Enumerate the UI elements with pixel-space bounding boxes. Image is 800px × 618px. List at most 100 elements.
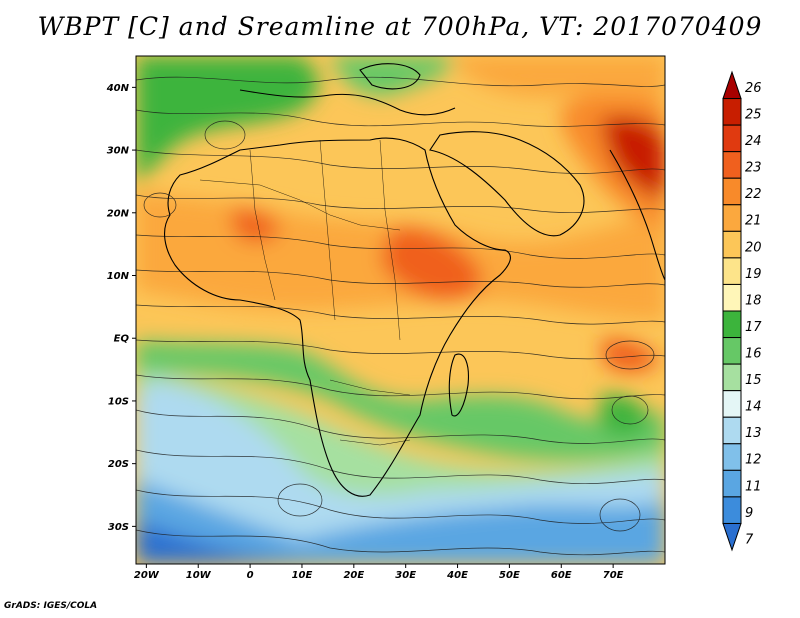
lat-tick-label: 10S xyxy=(108,396,129,407)
streamline-vortex xyxy=(204,120,246,150)
colorbar-swatch xyxy=(722,496,742,524)
coastline-black-sea xyxy=(359,63,421,90)
coastlines xyxy=(164,63,665,497)
lon-tick-label: 70E xyxy=(603,570,624,581)
field-far-south xyxy=(136,480,665,564)
streamline xyxy=(136,529,665,556)
colorbar-label: 12 xyxy=(745,453,762,468)
coastline-africa xyxy=(164,137,511,497)
streamline-vortex xyxy=(611,395,649,425)
colorbar-swatch xyxy=(722,416,742,445)
lat-tick-label: EQ xyxy=(114,334,130,345)
field-indian-ocean-warm xyxy=(600,338,660,372)
colorbar-swatch xyxy=(722,443,742,471)
lon-tick-label: 60E xyxy=(551,570,572,581)
streamline xyxy=(136,304,665,325)
map-plot-area xyxy=(136,56,665,564)
colorbar-label: 9 xyxy=(745,506,753,521)
longitude-axis: 20W 10W 0 10E 20E 30E 40E 50E 60E 70E xyxy=(134,564,624,581)
lat-tick-label: 20N xyxy=(107,208,130,219)
streamlines xyxy=(136,76,665,556)
colorbar-arrow-bottom xyxy=(722,522,742,552)
coastline-mediterranean xyxy=(239,89,456,116)
colorbar-label: 14 xyxy=(745,400,762,415)
streamline xyxy=(136,194,665,214)
lon-tick-label: 50E xyxy=(499,570,520,581)
coastline-india xyxy=(609,149,665,281)
colorbar-label: 17 xyxy=(745,320,762,335)
colorbar-swatch xyxy=(722,390,742,418)
border xyxy=(329,379,411,396)
colorbar-label: 23 xyxy=(745,161,762,176)
colorbar-label: 24 xyxy=(745,134,762,149)
field-equatorial-green xyxy=(136,340,665,461)
colorbar-label: 20 xyxy=(745,240,762,255)
border xyxy=(249,149,276,301)
colorbar-label: 26 xyxy=(745,81,762,96)
streamline xyxy=(136,449,665,485)
lon-tick-label: 30E xyxy=(395,570,416,581)
colorbar-label: 15 xyxy=(745,373,762,388)
lon-tick-label: 20W xyxy=(134,570,160,581)
lat-tick-label: 30N xyxy=(107,146,130,157)
latitude-axis: 40N 30N 20N 10N EQ 10S 20S 30S xyxy=(106,83,136,533)
lon-tick-label: 10W xyxy=(186,570,212,581)
lat-tick-label: 40N xyxy=(106,83,130,94)
field-cyclone-green xyxy=(600,393,650,436)
border xyxy=(379,139,401,341)
colorbar-label: 25 xyxy=(745,107,762,122)
colorbar-label: 22 xyxy=(745,187,762,202)
lat-tick-label: 10N xyxy=(107,271,130,282)
colorbar-label: 19 xyxy=(745,267,762,282)
colorbar-label: 13 xyxy=(745,426,762,441)
border xyxy=(319,139,336,321)
colorbar: 26 25 24 23 22 21 20 19 18 17 16 15 14 13 12 11 9 7 xyxy=(722,70,762,552)
colorbar-swatch xyxy=(722,363,742,392)
streamline xyxy=(136,149,665,174)
streamline xyxy=(136,374,665,400)
field-middle-east xyxy=(450,56,665,100)
colorbar-label: 21 xyxy=(745,214,762,229)
streamline-vortex xyxy=(605,340,655,370)
colorbar-swatch xyxy=(722,151,742,179)
field-black-sea xyxy=(330,56,460,96)
colorbar-swatch xyxy=(722,98,742,126)
colorbar-swatch xyxy=(722,124,742,153)
colorbar-arrow-top xyxy=(722,70,742,100)
grads-credit: GrADS: IGES/COLA xyxy=(4,601,98,611)
field-mediterranean xyxy=(136,56,319,190)
colorbar-label: 18 xyxy=(745,293,762,308)
colorbar-label: 11 xyxy=(745,479,762,494)
field-sahara-hot xyxy=(230,208,280,242)
streamline-vortex xyxy=(143,192,177,218)
map-title: WBPT [C] and Sreamline at 700hPa, VT: 20… xyxy=(37,12,763,41)
lat-tick-label: 20S xyxy=(108,459,129,470)
lon-tick-label: 0 xyxy=(247,570,254,581)
colorbar-swatch xyxy=(722,204,742,232)
map-frame xyxy=(135,55,666,565)
streamline xyxy=(136,109,665,127)
lat-tick-label: 30S xyxy=(108,522,129,533)
colorbar-swatch xyxy=(722,283,742,312)
lon-tick-label: 20E xyxy=(343,570,364,581)
coastline-madagascar xyxy=(448,353,469,417)
border xyxy=(199,179,401,231)
streamline xyxy=(136,409,665,444)
lon-tick-label: 10E xyxy=(292,570,313,581)
streamline xyxy=(136,234,665,259)
streamline xyxy=(136,76,665,87)
border xyxy=(339,439,411,446)
streamline-vortex xyxy=(277,483,323,517)
streamline-vortex xyxy=(599,498,641,532)
streamline xyxy=(136,339,665,360)
country-borders xyxy=(199,139,411,446)
colorbar-label: 16 xyxy=(745,346,762,361)
colorbar-swatch xyxy=(722,257,742,285)
colorbar-swatch xyxy=(722,337,742,365)
streamline xyxy=(136,269,665,288)
lon-tick-label: 40E xyxy=(446,570,468,581)
field-southwest-cold xyxy=(136,520,330,564)
colorbar-swatch xyxy=(722,469,742,498)
colorbar-swatch xyxy=(722,177,742,206)
